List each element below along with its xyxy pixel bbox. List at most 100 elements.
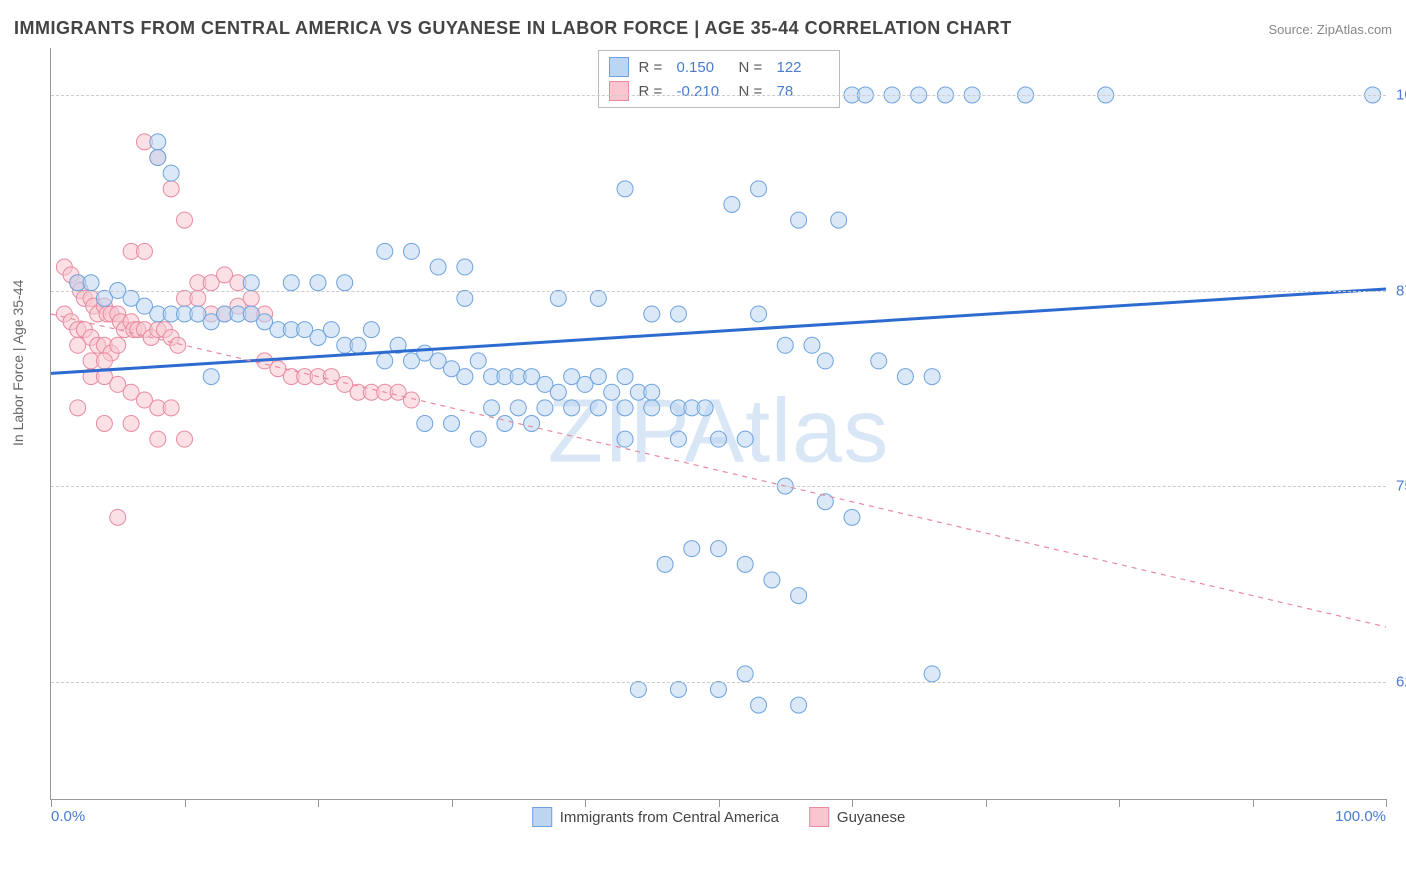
x-tick <box>1253 799 1254 807</box>
data-point <box>524 416 540 432</box>
data-point <box>751 181 767 197</box>
y-tick-label: 62.5% <box>1388 673 1406 690</box>
x-tick <box>852 799 853 807</box>
data-point <box>897 369 913 385</box>
data-point <box>644 400 660 416</box>
legend-n-value-2: 78 <box>777 83 829 100</box>
regression-line <box>51 314 1386 627</box>
data-point <box>871 353 887 369</box>
legend-r-value-2: -0.210 <box>677 83 729 100</box>
y-tick-label: 87.5% <box>1388 282 1406 299</box>
data-point <box>924 369 940 385</box>
data-point <box>363 322 379 338</box>
data-point <box>684 541 700 557</box>
gridline <box>51 682 1386 683</box>
data-point <box>751 306 767 322</box>
title-bar: IMMIGRANTS FROM CENTRAL AMERICA VS GUYAN… <box>14 18 1392 39</box>
x-tick <box>51 799 52 807</box>
data-point <box>497 416 513 432</box>
legend-series-box: Immigrants from Central America Guyanese <box>532 807 906 827</box>
data-point <box>163 400 179 416</box>
data-point <box>403 243 419 259</box>
data-point <box>163 181 179 197</box>
data-point <box>537 400 553 416</box>
legend-r-label: R = <box>639 59 667 76</box>
data-point <box>791 212 807 228</box>
chart-container: IMMIGRANTS FROM CENTRAL AMERICA VS GUYAN… <box>0 0 1406 892</box>
legend-row-series1: R = 0.150 N = 122 <box>609 55 829 79</box>
data-point <box>177 212 193 228</box>
data-point <box>590 290 606 306</box>
legend-r-label: R = <box>639 83 667 100</box>
data-point <box>777 337 793 353</box>
legend-correlation-box: R = 0.150 N = 122 R = -0.210 N = 78 <box>598 50 840 108</box>
data-point <box>791 588 807 604</box>
gridline <box>51 291 1386 292</box>
data-point <box>817 494 833 510</box>
x-tick <box>719 799 720 807</box>
data-point <box>310 275 326 291</box>
legend-n-value-1: 122 <box>777 59 829 76</box>
data-point <box>430 259 446 275</box>
data-point <box>83 275 99 291</box>
data-point <box>590 369 606 385</box>
legend-row-series2: R = -0.210 N = 78 <box>609 79 829 103</box>
chart-title: IMMIGRANTS FROM CENTRAL AMERICA VS GUYAN… <box>14 18 1012 39</box>
data-point <box>323 322 339 338</box>
legend-label-series1: Immigrants from Central America <box>560 809 779 826</box>
data-point <box>737 666 753 682</box>
data-point <box>470 353 486 369</box>
data-point <box>96 416 112 432</box>
data-point <box>417 416 433 432</box>
legend-swatch-series2 <box>609 81 629 101</box>
chart-source: Source: ZipAtlas.com <box>1268 22 1392 37</box>
data-point <box>711 541 727 557</box>
data-point <box>737 556 753 572</box>
x-tick <box>185 799 186 807</box>
data-point <box>590 400 606 416</box>
data-point <box>163 165 179 181</box>
data-point <box>484 400 500 416</box>
data-point <box>804 337 820 353</box>
data-point <box>751 697 767 713</box>
x-tick <box>1119 799 1120 807</box>
data-point <box>617 181 633 197</box>
legend-n-label: N = <box>739 59 767 76</box>
data-point <box>630 681 646 697</box>
data-point <box>70 337 86 353</box>
data-point <box>110 337 126 353</box>
x-tick <box>986 799 987 807</box>
data-point <box>457 290 473 306</box>
x-axis-max-label: 100.0% <box>1335 808 1386 825</box>
scatter-svg <box>51 48 1386 799</box>
data-point <box>644 306 660 322</box>
data-point <box>377 353 393 369</box>
data-point <box>457 369 473 385</box>
x-axis-min-label: 0.0% <box>51 808 85 825</box>
data-point <box>711 681 727 697</box>
data-point <box>550 290 566 306</box>
data-point <box>711 431 727 447</box>
data-point <box>243 275 259 291</box>
legend-label-series2: Guyanese <box>837 809 905 826</box>
data-point <box>791 697 807 713</box>
data-point <box>123 416 139 432</box>
y-tick-label: 100.0% <box>1388 86 1406 103</box>
data-point <box>350 337 366 353</box>
legend-r-value-1: 0.150 <box>677 59 729 76</box>
data-point <box>844 509 860 525</box>
data-point <box>617 431 633 447</box>
data-point <box>70 400 86 416</box>
data-point <box>337 275 353 291</box>
data-point <box>177 431 193 447</box>
data-point <box>203 369 219 385</box>
data-point <box>377 243 393 259</box>
data-point <box>170 337 186 353</box>
data-point <box>817 353 833 369</box>
x-tick <box>318 799 319 807</box>
legend-swatch-series2-bottom <box>809 807 829 827</box>
data-point <box>924 666 940 682</box>
data-point <box>150 134 166 150</box>
data-point <box>670 431 686 447</box>
legend-item-series1: Immigrants from Central America <box>532 807 779 827</box>
